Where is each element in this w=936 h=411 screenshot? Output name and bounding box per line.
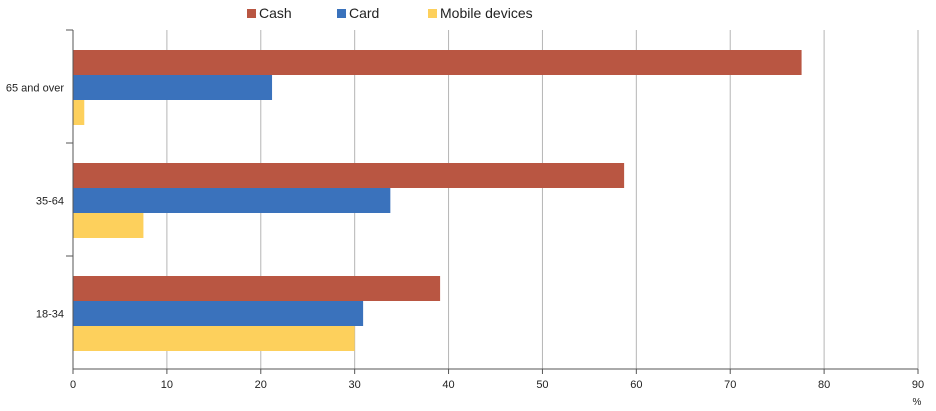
category-label: 35-64: [36, 196, 64, 208]
legend-item-cash: Cash: [247, 5, 292, 21]
bar-cash-35-64: [73, 163, 625, 188]
legend-label: Card: [349, 5, 379, 21]
x-axis-unit: %: [913, 397, 922, 408]
legend-label: Mobile devices: [440, 5, 533, 21]
legend-label: Cash: [259, 5, 292, 21]
bar-mobile-devices-18-34: [73, 326, 355, 351]
x-tick-label: 0: [70, 379, 76, 391]
x-tick-label: 50: [536, 379, 548, 391]
bar-mobile-devices-65-and-over: [73, 100, 85, 125]
x-tick-label: 70: [724, 379, 736, 391]
bar-cash-65-and-over: [73, 50, 802, 75]
x-axis-ticks: 0 10 20 30 40 50 60 70 80 90: [70, 369, 924, 391]
bar-mobile-devices-35-64: [73, 213, 144, 238]
x-tick-label: 60: [630, 379, 642, 391]
axes: [66, 29, 918, 370]
legend-swatch: [428, 9, 437, 18]
bar-card-35-64: [73, 188, 391, 213]
legend: Cash Card Mobile devices: [247, 5, 533, 21]
legend-item-card: Card: [337, 5, 379, 21]
category-label: 18-34: [36, 309, 64, 321]
bars: [73, 50, 802, 351]
category-label: 65 and over: [6, 83, 64, 95]
x-tick-label: 30: [349, 379, 361, 391]
x-tick-label: 40: [442, 379, 454, 391]
bar-card-18-34: [73, 301, 364, 326]
legend-item-mobile-devices: Mobile devices: [428, 5, 533, 21]
x-tick-label: 10: [161, 379, 173, 391]
y-axis-categories: 65 and over 35-64 18-34: [6, 83, 64, 321]
bar-cash-18-34: [73, 276, 441, 301]
x-tick-label: 80: [818, 379, 830, 391]
legend-swatch: [337, 9, 346, 18]
x-tick-label: 90: [912, 379, 924, 391]
bar-card-65-and-over: [73, 75, 273, 100]
legend-swatch: [247, 9, 256, 18]
x-tick-label: 20: [255, 379, 267, 391]
